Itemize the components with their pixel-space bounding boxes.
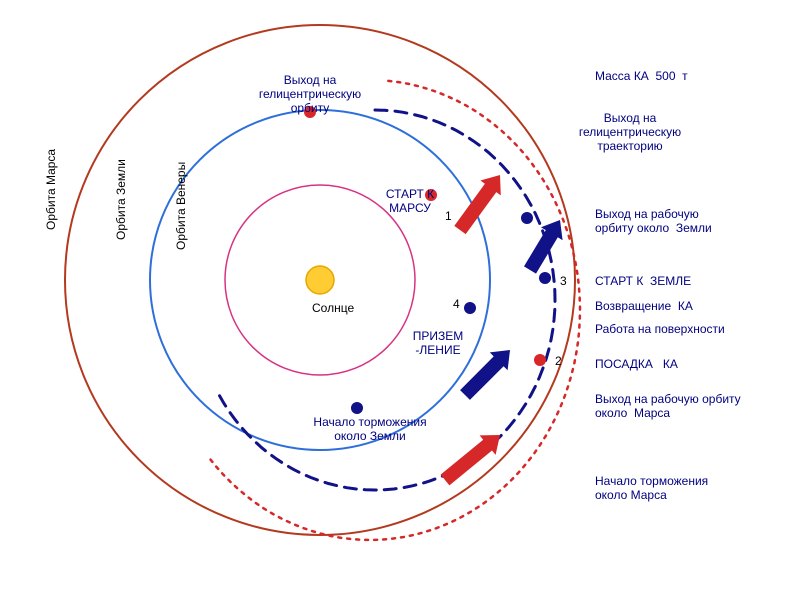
label-posadka: ПОСАДКА КА	[595, 358, 678, 372]
marker-m4	[464, 302, 476, 314]
label-start_earth: СТАРТ К ЗЕМЛЕ	[595, 275, 691, 289]
arr-red-low	[441, 435, 500, 485]
label-num1: 1	[445, 210, 452, 224]
marker-m7	[521, 212, 533, 224]
label-earth_work: Выход на рабочую орбиту около Земли	[595, 208, 712, 236]
label-helio_traj: Выход на гелицентрическую траекторию	[579, 112, 681, 153]
label-return: Возвращение КА	[595, 300, 693, 314]
diagram-stage: { "canvas": { "w": 800, "h": 600, "bg": …	[0, 0, 800, 600]
label-num4: 4	[453, 298, 460, 312]
label-num2: 2	[555, 355, 562, 369]
label-start_mars: СТАРТ К МАРСУ	[386, 188, 434, 216]
label-orbit-earth: Орбита Земли	[114, 159, 128, 240]
label-brake_earth: Начало торможения около Земли	[313, 416, 426, 444]
label-landing: ПРИЗЕМ -ЛЕНИЕ	[413, 330, 464, 358]
arr-blue-mid	[460, 350, 510, 400]
label-mars_work: Выход на рабочую орбиту около Марса	[595, 393, 741, 421]
marker-m2	[534, 354, 546, 366]
label-sun: Солнце	[312, 302, 354, 316]
marker-m6	[351, 402, 363, 414]
label-num3: 3	[560, 275, 567, 289]
trajectory-to-mars	[209, 81, 580, 540]
label-orbit-venus: Орбита Венеры	[174, 162, 188, 250]
sun	[306, 266, 334, 294]
label-orbit-mars: Орбита Марса	[44, 149, 58, 230]
marker-m3	[539, 272, 551, 284]
label-mass: Масса КА 500 т	[595, 70, 688, 84]
arr-blue-up	[524, 220, 563, 274]
label-surface: Работа на поверхности	[595, 323, 725, 337]
label-helio_orbit: Выход на гелицентрическую орбиту	[259, 74, 361, 115]
label-brake_mars: Начало торможения около Марса	[595, 475, 708, 503]
